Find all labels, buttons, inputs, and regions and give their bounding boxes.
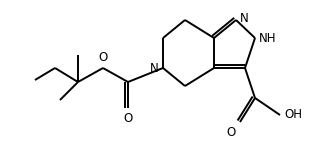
- Text: N: N: [240, 11, 249, 24]
- Text: O: O: [98, 51, 108, 64]
- Text: NH: NH: [259, 32, 277, 45]
- Text: N: N: [150, 62, 159, 75]
- Text: O: O: [123, 112, 133, 125]
- Text: OH: OH: [284, 108, 302, 121]
- Text: O: O: [227, 126, 236, 139]
